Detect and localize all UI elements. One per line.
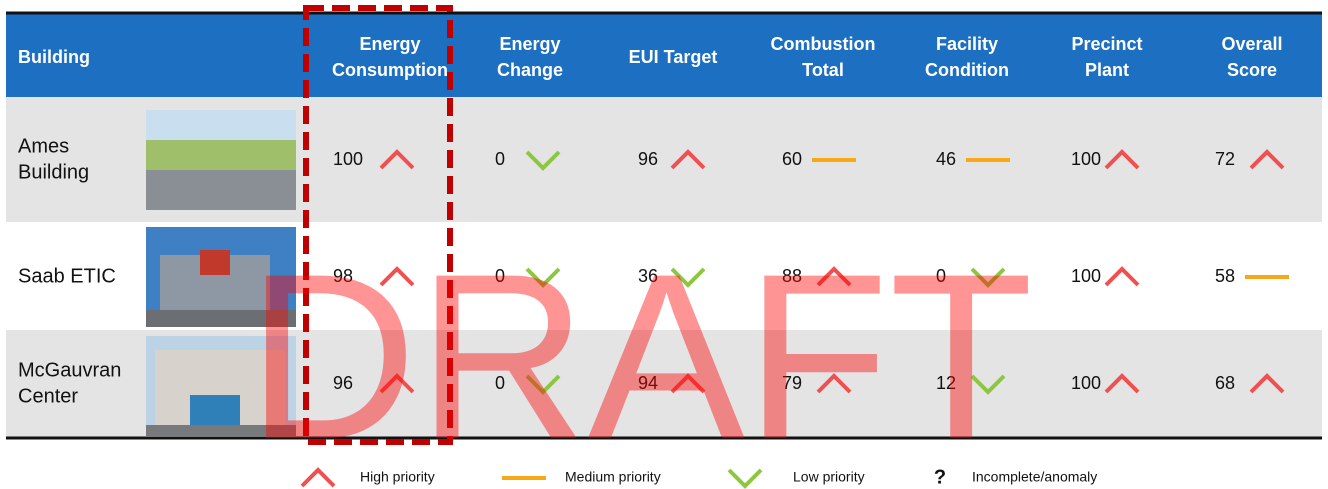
- score-value: 100: [1071, 373, 1101, 393]
- building-name: Saab ETIC: [18, 265, 116, 287]
- score-value: 96: [638, 149, 658, 169]
- score-value: 100: [1071, 266, 1101, 286]
- score-value: 100: [333, 149, 363, 169]
- building-name: McGauvran: [18, 359, 121, 381]
- photo: [146, 110, 296, 210]
- column-header: Energy: [359, 34, 420, 54]
- column-header: Precinct: [1071, 34, 1142, 54]
- column-header: Energy: [499, 34, 560, 54]
- column-header: Consumption: [332, 60, 448, 80]
- building-name: Building: [18, 161, 89, 183]
- column-header: Plant: [1085, 60, 1129, 80]
- score-value: 46: [936, 149, 956, 169]
- watermark: DRAFT: [247, 225, 1034, 489]
- building-name: Ames: [18, 135, 69, 157]
- score-value: 72: [1215, 149, 1235, 169]
- column-header: Change: [497, 60, 563, 80]
- column-header: EUI Target: [629, 47, 718, 67]
- column-header: Score: [1227, 60, 1277, 80]
- column-header: Facility: [936, 34, 998, 54]
- score-value: 68: [1215, 373, 1235, 393]
- column-header: Condition: [925, 60, 1009, 80]
- column-header: Overall: [1221, 34, 1282, 54]
- column-header: Building: [18, 47, 90, 67]
- score-value: 60: [782, 149, 802, 169]
- column-header: Combustion: [771, 34, 876, 54]
- column-header: Total: [802, 60, 844, 80]
- score-value: 100: [1071, 149, 1101, 169]
- building-name: Center: [18, 385, 78, 407]
- score-value: 0: [495, 149, 505, 169]
- priority-high-icon: [1106, 269, 1138, 285]
- page: Building Energy Consumption Energy Change EUI…: [0, 0, 1328, 489]
- score-value: 58: [1215, 266, 1235, 286]
